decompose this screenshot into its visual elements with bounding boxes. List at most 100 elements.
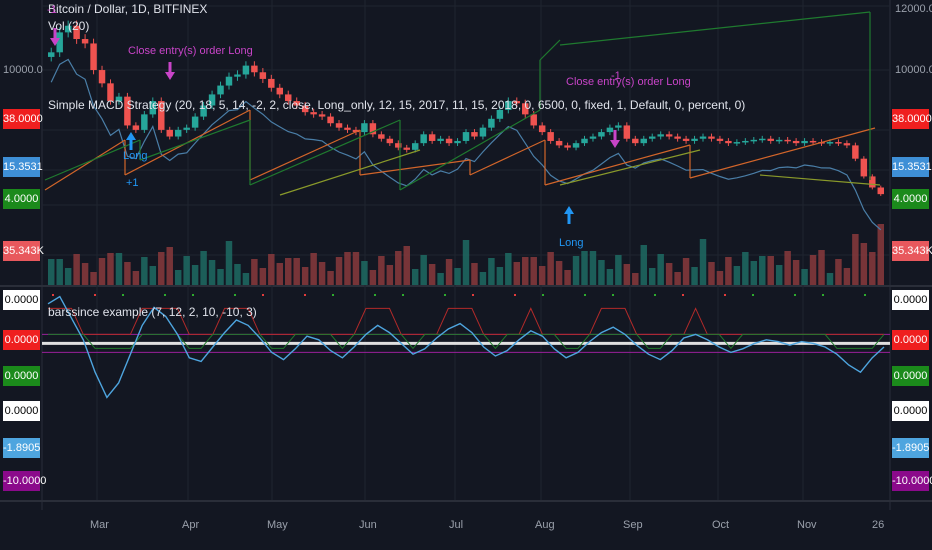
- candle-body: [437, 138, 444, 141]
- volume-bar: [318, 262, 326, 285]
- osc-tag-value: -1.8905: [892, 438, 929, 458]
- candle-body: [428, 134, 436, 141]
- signal-dot: [444, 294, 446, 296]
- green-step-line: [48, 333, 885, 350]
- volume-bar: [293, 258, 300, 285]
- volume-bar: [513, 262, 521, 285]
- volume-bar: [166, 247, 173, 285]
- volume-bar: [606, 269, 614, 285]
- candle-body: [648, 136, 656, 139]
- candle-body: [564, 145, 571, 148]
- volume-bar: [733, 266, 741, 285]
- time-tick: Sep: [623, 519, 643, 531]
- volume-bar: [310, 253, 317, 285]
- candle-body: [285, 94, 292, 102]
- volume-bar: [242, 273, 250, 285]
- signal-dot: [864, 294, 866, 296]
- candle-body: [699, 136, 707, 139]
- oscillator-line: [47, 295, 885, 399]
- volume-bar: [268, 254, 275, 285]
- candle-body: [505, 101, 512, 110]
- volume-bar: [598, 260, 605, 285]
- candle-body: [242, 65, 250, 75]
- candle-body: [56, 32, 63, 53]
- price-tag-blue: 15.3531: [892, 157, 932, 177]
- volume-bar: [276, 263, 284, 285]
- volume-bar: [420, 255, 427, 285]
- volume-bar: [124, 262, 131, 285]
- volume-bar: [344, 252, 351, 285]
- candle-body: [166, 129, 173, 137]
- candle-body: [843, 143, 851, 146]
- candle-body: [98, 70, 106, 84]
- signal-dot: [262, 294, 264, 296]
- osc-tag-red: 0.0000: [892, 330, 929, 350]
- candle-body: [496, 109, 504, 119]
- trend-line-green: [249, 119, 401, 186]
- price-tick-left: 10000.0: [3, 64, 43, 76]
- volume-bar: [285, 258, 292, 285]
- oscillator-legend: barssince example (7, 12, 2, 10, -10, 3): [48, 305, 257, 319]
- volume-bar: [454, 268, 461, 285]
- candle-body: [801, 140, 808, 144]
- candle-body: [115, 96, 123, 102]
- candle-body: [327, 116, 334, 124]
- time-tick: Apr: [182, 519, 200, 531]
- trend-line-green: [139, 119, 251, 161]
- plus-one-label: +1: [126, 177, 139, 189]
- volume-bar: [708, 262, 715, 285]
- volume-bar: [767, 256, 774, 285]
- volume-bar: [691, 267, 698, 285]
- volume-bar: [301, 267, 309, 285]
- trend-line-olive: [559, 149, 701, 186]
- volume-bar: [81, 263, 89, 285]
- candle-body: [809, 140, 817, 143]
- volume-bar: [251, 259, 258, 285]
- candle-body: [538, 125, 546, 133]
- candle-body: [149, 101, 157, 115]
- candle-body: [530, 114, 537, 126]
- candle-body: [454, 140, 461, 144]
- signal-dot: [52, 294, 54, 296]
- candle-body: [792, 140, 800, 144]
- candle-body: [293, 101, 300, 106]
- candle-body: [471, 132, 478, 137]
- volume-bar: [445, 259, 453, 285]
- volume-bar: [547, 252, 554, 285]
- candle-body: [234, 74, 241, 77]
- candle-body: [716, 138, 724, 141]
- trend-line-green: [399, 109, 541, 191]
- candle-body: [132, 125, 140, 130]
- candle-body: [48, 52, 55, 57]
- time-tick: Aug: [535, 519, 555, 531]
- candle-body: [691, 138, 698, 141]
- volume-bar: [674, 272, 681, 285]
- signal-dot: [402, 294, 404, 296]
- volume-bar: [479, 272, 487, 285]
- candle-body: [344, 127, 351, 130]
- trend-line-green: [559, 11, 871, 46]
- osc-tag-zero: 0.0000: [3, 401, 40, 421]
- candle-body: [835, 142, 842, 144]
- time-tick: Nov: [797, 519, 817, 531]
- candle-body: [276, 87, 284, 95]
- candle-body: [852, 145, 859, 159]
- osc-tag-value: -1.8905: [3, 438, 40, 458]
- long-label: Long: [123, 150, 148, 162]
- candle-body: [742, 140, 749, 143]
- candle-body: [606, 127, 614, 133]
- long-arrow-icon: [564, 206, 574, 214]
- candle-body: [775, 139, 783, 142]
- volume-bar: [522, 257, 529, 285]
- time-tick: Jun: [359, 519, 377, 531]
- trend-line-green: [44, 139, 141, 181]
- volume-bar: [428, 264, 436, 285]
- volume-bar: [589, 251, 597, 285]
- close-arrow-icon: [613, 130, 617, 140]
- candle-body: [352, 129, 360, 133]
- volume-bar: [699, 239, 707, 285]
- volume-bar: [98, 258, 106, 285]
- candle-body: [335, 123, 343, 128]
- price-tag-red: 38.0000: [892, 109, 932, 129]
